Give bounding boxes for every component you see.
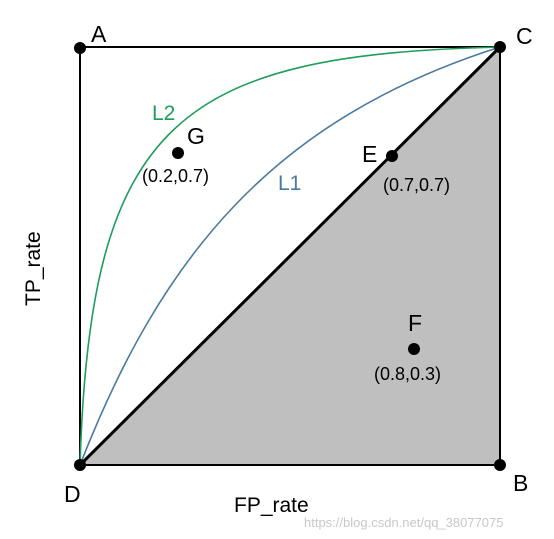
roc-square-frame bbox=[79, 46, 501, 466]
point-e-coord: (0.7,0.7) bbox=[383, 175, 450, 195]
point-g-label: G bbox=[187, 123, 205, 149]
corner-c-label: C bbox=[516, 23, 533, 49]
corner-d-dot bbox=[74, 459, 86, 471]
curve-l1 bbox=[79, 46, 501, 466]
corner-a-dot bbox=[74, 42, 86, 54]
corner-d-label: D bbox=[64, 481, 81, 507]
y-axis-label: TP_rate bbox=[22, 231, 45, 306]
point-g-coord: (0.2,0.7) bbox=[142, 166, 209, 186]
random-guess-diagonal bbox=[78, 45, 502, 467]
corner-c-dot bbox=[494, 41, 506, 53]
corner-b-label: B bbox=[513, 470, 528, 496]
curve-l1-label: L1 bbox=[278, 172, 301, 195]
point-f-coord: (0.8,0.3) bbox=[374, 364, 441, 384]
point-e-dot bbox=[386, 150, 398, 162]
point-f-dot bbox=[408, 343, 420, 355]
corner-a-label: A bbox=[91, 21, 107, 47]
point-e-label: E bbox=[362, 141, 377, 167]
point-g-dot bbox=[172, 147, 184, 159]
curve-l2-label: L2 bbox=[152, 102, 175, 125]
point-f-label: F bbox=[408, 310, 422, 336]
x-axis-label: FP_rate bbox=[234, 494, 309, 517]
curve-l2 bbox=[79, 46, 501, 466]
corner-b-dot bbox=[494, 459, 506, 471]
watermark-text: https://blog.csdn.net/qq_38077075 bbox=[304, 515, 504, 530]
